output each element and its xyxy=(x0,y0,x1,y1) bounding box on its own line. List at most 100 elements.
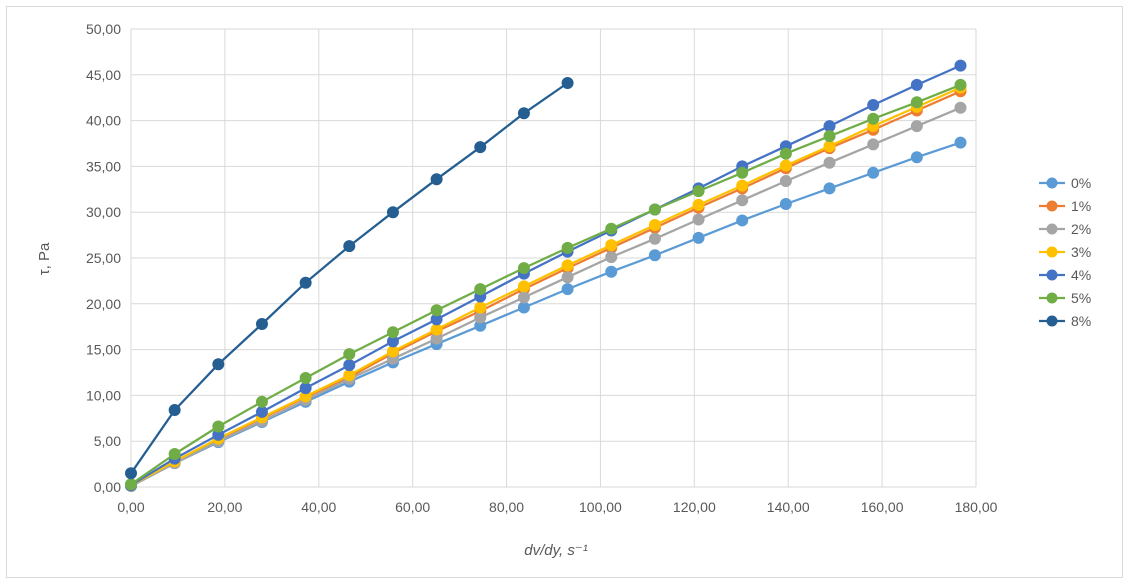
data-point xyxy=(255,317,268,330)
data-point xyxy=(125,478,137,491)
data-point xyxy=(561,283,574,296)
legend-item: 5% xyxy=(1039,290,1091,306)
y-tick-label: 25,00 xyxy=(86,250,121,266)
data-point xyxy=(517,107,530,120)
data-point xyxy=(867,112,880,125)
series-8% xyxy=(125,77,574,480)
y-tick-label: 15,00 xyxy=(86,342,121,358)
data-point xyxy=(430,173,443,186)
legend-marker xyxy=(1046,269,1058,281)
data-point xyxy=(779,197,792,210)
legend-label: 8% xyxy=(1071,313,1091,329)
data-point xyxy=(299,276,312,289)
data-point xyxy=(561,259,574,272)
y-tick-label: 0,00 xyxy=(94,479,121,495)
data-point xyxy=(648,232,661,245)
line-chart: 0,00 5,00 10,00 15,00 20,00 25,00 30,00 35,00 40… xyxy=(36,21,1091,559)
legend-label: 4% xyxy=(1071,267,1091,283)
data-point xyxy=(692,185,705,198)
legend-label: 0% xyxy=(1071,175,1091,191)
legend-label: 1% xyxy=(1071,198,1091,214)
data-point xyxy=(386,326,399,339)
data-point xyxy=(343,348,356,361)
data-point xyxy=(648,219,661,232)
series-line xyxy=(130,64,961,487)
data-point xyxy=(736,194,749,207)
x-axis-ticks: 0,00 20,00 40,00 60,00 80,00 100,00 120,00 140,… xyxy=(117,499,997,515)
data-point xyxy=(692,198,705,211)
data-point xyxy=(561,271,574,284)
y-axis-ticks: 0,00 5,00 10,00 15,00 20,00 25,00 30,00 35,00 40… xyxy=(86,21,121,495)
series-line xyxy=(130,106,961,488)
y-tick-label: 35,00 xyxy=(86,158,121,174)
data-point xyxy=(867,138,880,151)
data-point xyxy=(474,283,487,296)
data-point xyxy=(517,291,530,304)
data-point xyxy=(779,147,792,160)
series-line xyxy=(130,83,961,486)
data-point xyxy=(823,140,836,153)
data-point xyxy=(910,96,923,109)
y-tick-label: 5,00 xyxy=(94,433,121,449)
data-point xyxy=(430,304,443,317)
y-tick-label: 50,00 xyxy=(86,21,121,37)
data-point xyxy=(212,358,225,371)
legend-marker xyxy=(1046,200,1058,212)
data-point xyxy=(736,179,749,192)
legend-item: 4% xyxy=(1039,267,1091,283)
x-axis-title: dv/dy, s⁻¹ xyxy=(524,542,588,559)
data-point xyxy=(386,345,399,358)
data-point xyxy=(343,359,356,372)
data-point xyxy=(255,405,268,418)
data-point xyxy=(867,99,880,112)
y-axis-title: τ, Pa xyxy=(36,242,53,275)
data-point xyxy=(474,311,487,324)
data-point xyxy=(954,101,967,114)
legend-label: 5% xyxy=(1071,290,1091,306)
legend-marker xyxy=(1046,292,1058,304)
data-point xyxy=(823,120,836,133)
data-point xyxy=(517,301,530,314)
data-point xyxy=(605,222,618,235)
x-tick-label: 100,00 xyxy=(579,499,622,515)
data-point xyxy=(517,280,530,293)
data-point xyxy=(125,467,137,480)
data-point xyxy=(474,301,487,314)
data-point xyxy=(779,159,792,172)
legend-item: 8% xyxy=(1039,313,1091,329)
data-series xyxy=(125,59,967,493)
legend-marker xyxy=(1046,246,1058,258)
data-point xyxy=(168,448,181,461)
data-point xyxy=(954,59,967,72)
data-point xyxy=(954,78,967,91)
x-tick-label: 60,00 xyxy=(395,499,430,515)
data-point xyxy=(692,213,705,226)
data-point xyxy=(648,203,661,216)
data-point xyxy=(823,156,836,169)
legend-item: 1% xyxy=(1039,198,1091,214)
data-point xyxy=(561,241,574,254)
data-point xyxy=(823,130,836,143)
legend-label: 2% xyxy=(1071,221,1091,237)
data-point xyxy=(910,78,923,91)
legend-item: 3% xyxy=(1039,244,1091,260)
x-tick-label: 80,00 xyxy=(489,499,524,515)
data-point xyxy=(430,323,443,336)
data-point xyxy=(561,77,574,90)
data-point xyxy=(910,120,923,133)
legend-marker xyxy=(1046,223,1058,235)
data-point xyxy=(255,395,268,408)
data-point xyxy=(605,265,618,278)
data-point xyxy=(736,166,749,179)
data-point xyxy=(779,175,792,188)
legend: 0% 1% 2% 3% 4% 5% 8% xyxy=(1039,175,1091,329)
data-point xyxy=(474,141,487,154)
data-point xyxy=(648,249,661,262)
chart-area: 0,00 5,00 10,00 15,00 20,00 25,00 30,00 35,00 40… xyxy=(6,6,1123,578)
data-point xyxy=(168,404,181,417)
data-point xyxy=(343,240,356,253)
data-point xyxy=(212,420,225,433)
data-point xyxy=(605,251,618,264)
series-2% xyxy=(125,101,967,493)
legend-marker xyxy=(1046,315,1058,327)
